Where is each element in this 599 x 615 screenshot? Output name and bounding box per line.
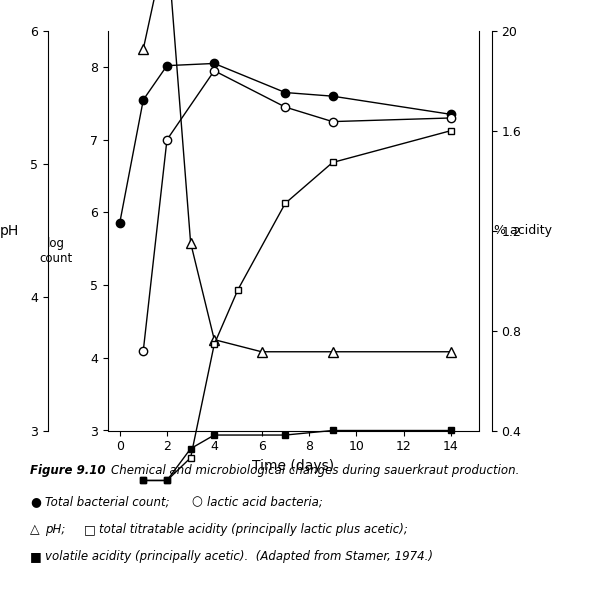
Y-axis label: pH: pH xyxy=(0,224,19,237)
Text: total titratable acidity (principally lactic plus acetic);: total titratable acidity (principally la… xyxy=(99,523,408,536)
Text: volatile acidity (principally acetic).  (Adapted from Stamer, 1974.): volatile acidity (principally acetic). (… xyxy=(45,550,433,563)
Text: lactic acid bacteria;: lactic acid bacteria; xyxy=(207,495,322,508)
Text: Total bacterial count;: Total bacterial count; xyxy=(45,495,170,508)
Text: log
count: log count xyxy=(39,237,72,264)
X-axis label: Time (days): Time (days) xyxy=(252,459,335,473)
Text: Figure 9.10: Figure 9.10 xyxy=(30,464,114,477)
Text: % acidity: % acidity xyxy=(494,224,552,237)
Text: Chemical and microbiological changes during sauerkraut production.: Chemical and microbiological changes dur… xyxy=(111,464,519,477)
Text: □: □ xyxy=(84,523,96,536)
Text: ■: ■ xyxy=(30,550,42,563)
Text: ○: ○ xyxy=(192,495,202,508)
Text: ●: ● xyxy=(30,495,41,508)
Text: pH;: pH; xyxy=(45,523,65,536)
Text: △: △ xyxy=(30,523,40,536)
